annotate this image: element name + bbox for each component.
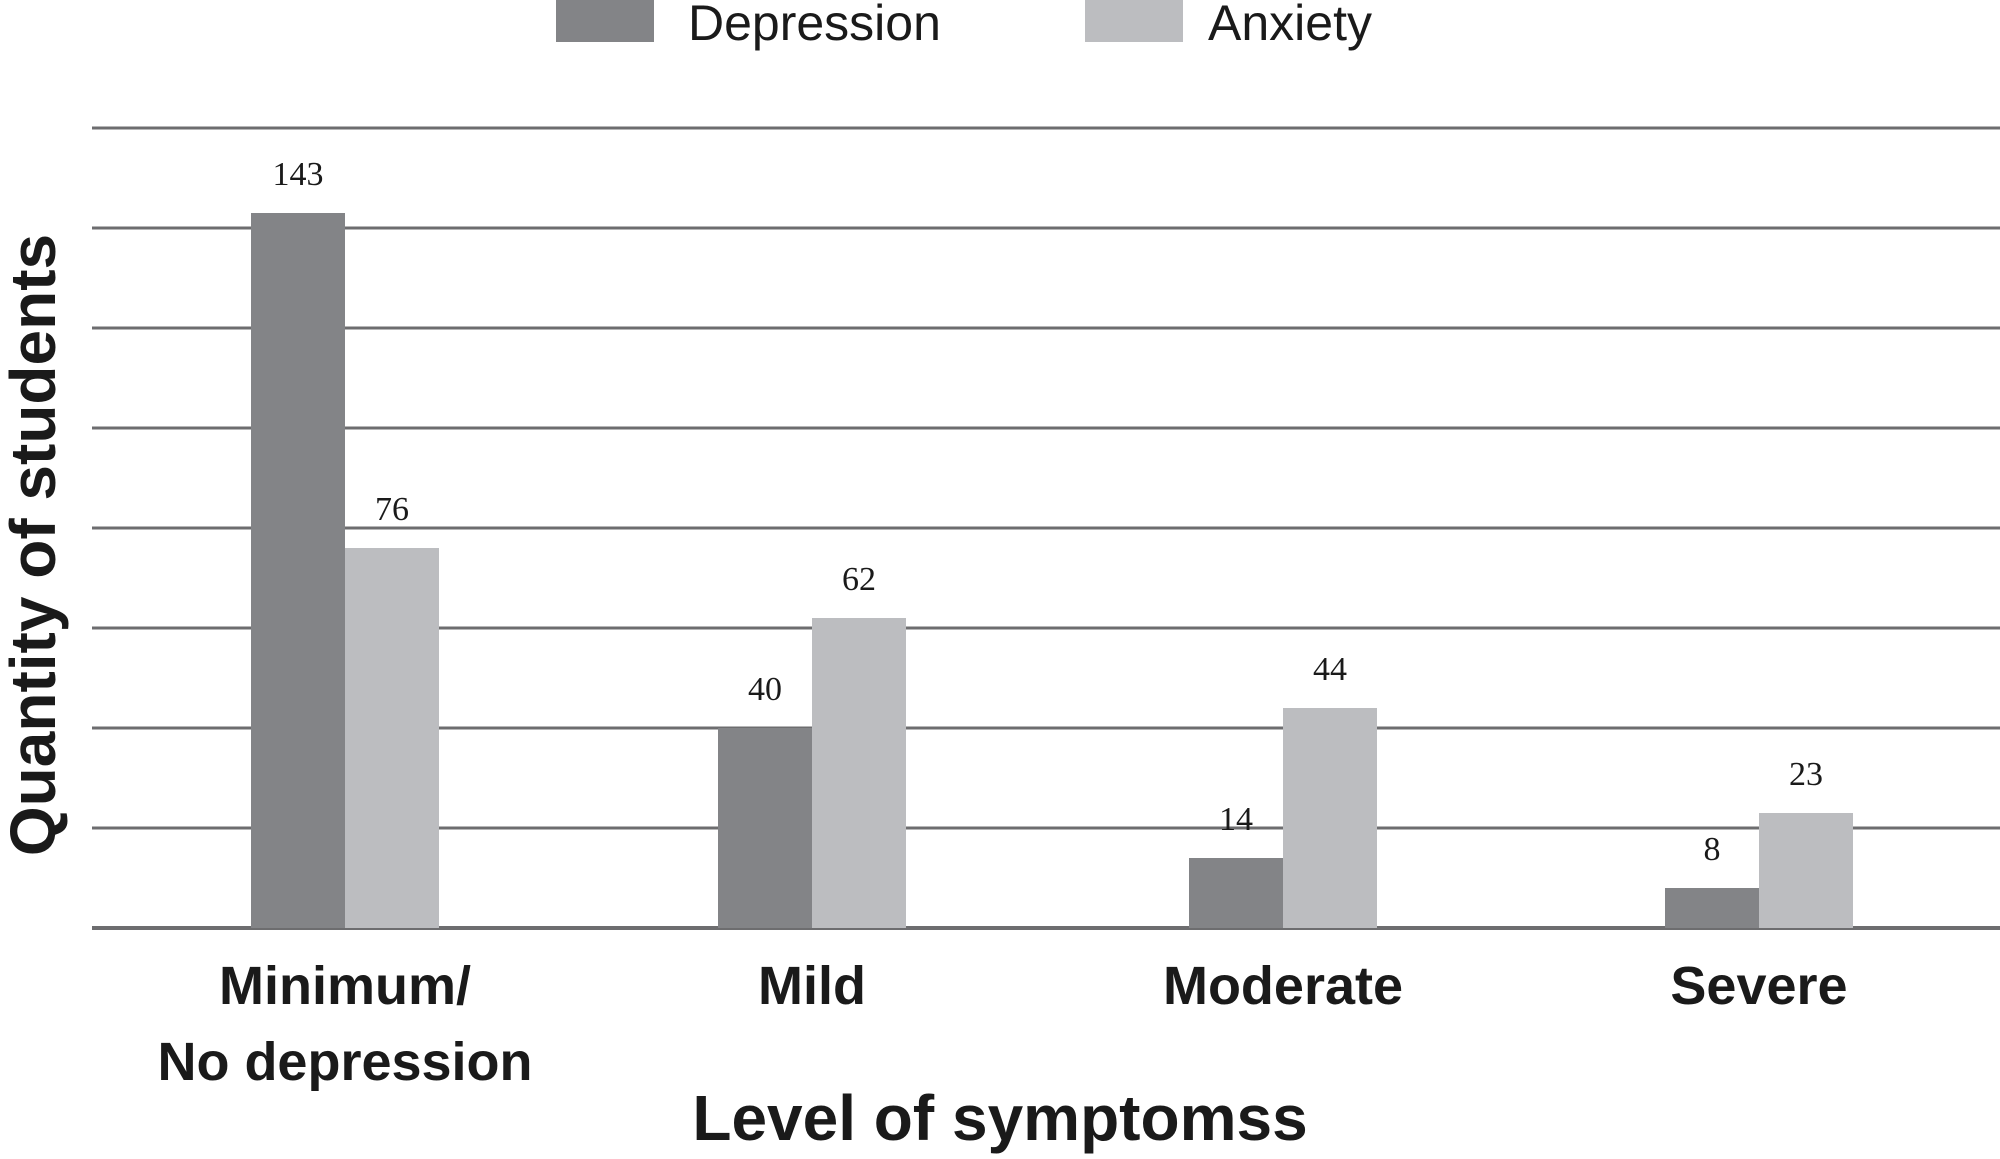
bar-anxiety [1283, 708, 1377, 928]
legend-swatch-anxiety [1085, 0, 1183, 42]
x-tick-label: Moderate [1163, 956, 1403, 1016]
x-tick-label: Severe [1670, 956, 1847, 1016]
x-tick-label: Minimum/No depression [157, 956, 532, 1092]
bar-anxiety [1759, 813, 1853, 928]
bar-depression [1665, 888, 1759, 928]
bar-anxiety [345, 548, 439, 928]
x-tick-label: Mild [758, 956, 866, 1016]
legend: Depression Anxiety [556, 0, 1372, 51]
bar-anxiety [812, 618, 906, 928]
data-label-depression: 8 [1704, 831, 1721, 868]
bar-depression [251, 213, 345, 928]
data-label-anxiety: 76 [375, 491, 409, 528]
data-label-anxiety: 23 [1789, 756, 1823, 793]
legend-label-depression: Depression [688, 0, 941, 51]
bar-depression [1189, 858, 1283, 928]
y-axis-title: Quantity of students [0, 234, 69, 856]
x-axis-title: Level of symptomss [692, 1082, 1307, 1154]
legend-label-anxiety: Anxiety [1208, 0, 1372, 51]
data-label-anxiety: 44 [1313, 651, 1347, 688]
data-label-depression: 143 [273, 156, 324, 193]
bars [251, 213, 1853, 928]
data-labels: 143 76 40 62 14 44 8 23 [273, 156, 1824, 868]
x-tick-labels: Minimum/No depression Mild Moderate Severe [157, 956, 1847, 1092]
data-label-depression: 40 [748, 671, 782, 708]
data-label-anxiety: 62 [842, 561, 876, 598]
bar-depression [718, 728, 812, 928]
data-label-depression: 14 [1219, 801, 1253, 838]
legend-swatch-depression [556, 0, 654, 42]
